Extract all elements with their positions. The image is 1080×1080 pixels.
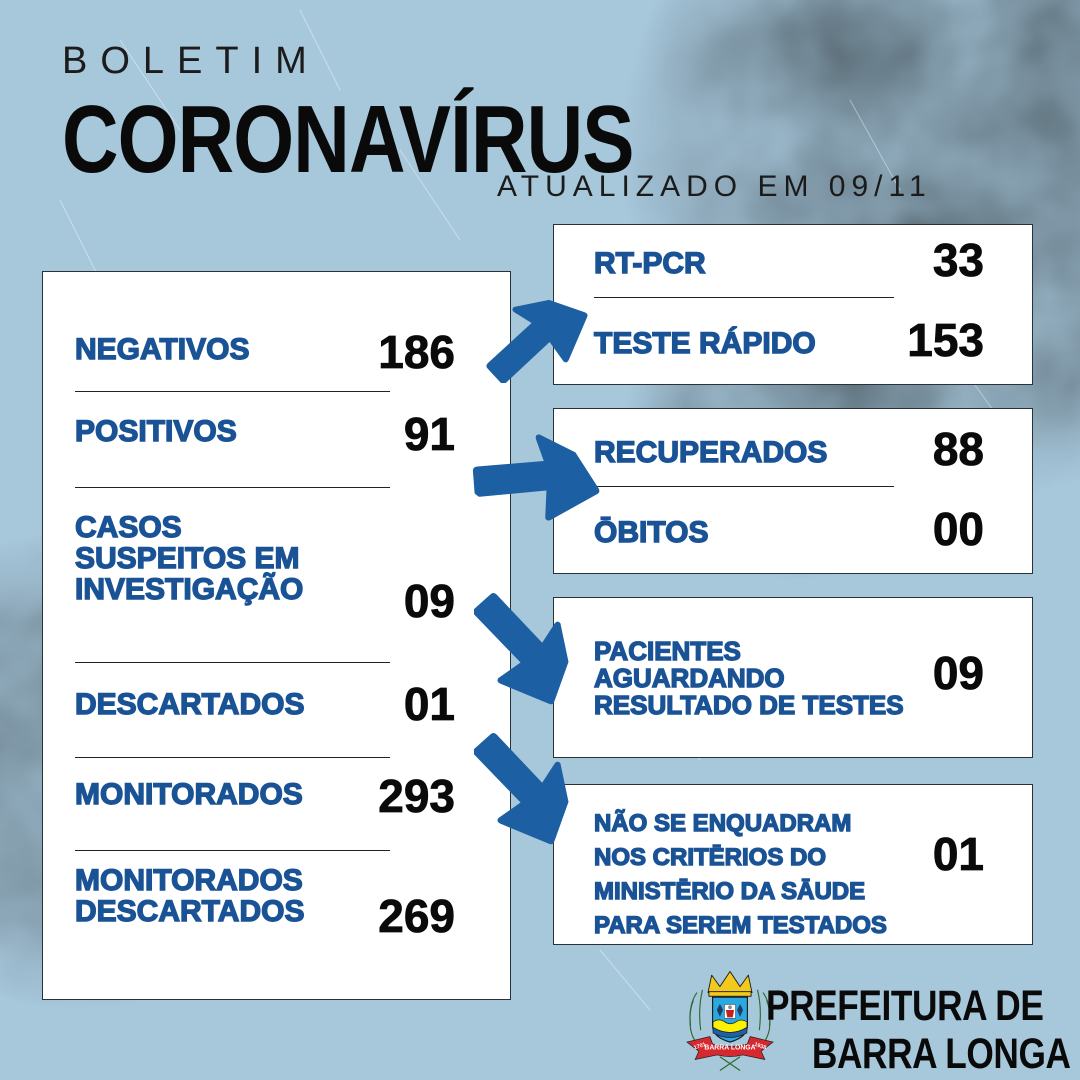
svg-text:BARRA LONGA: BARRA LONGA xyxy=(704,1044,755,1051)
